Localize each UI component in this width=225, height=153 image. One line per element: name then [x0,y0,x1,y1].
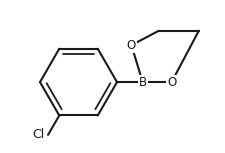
Text: Cl: Cl [32,128,44,141]
Text: B: B [138,76,146,89]
Text: O: O [166,76,176,89]
Text: O: O [126,39,135,52]
